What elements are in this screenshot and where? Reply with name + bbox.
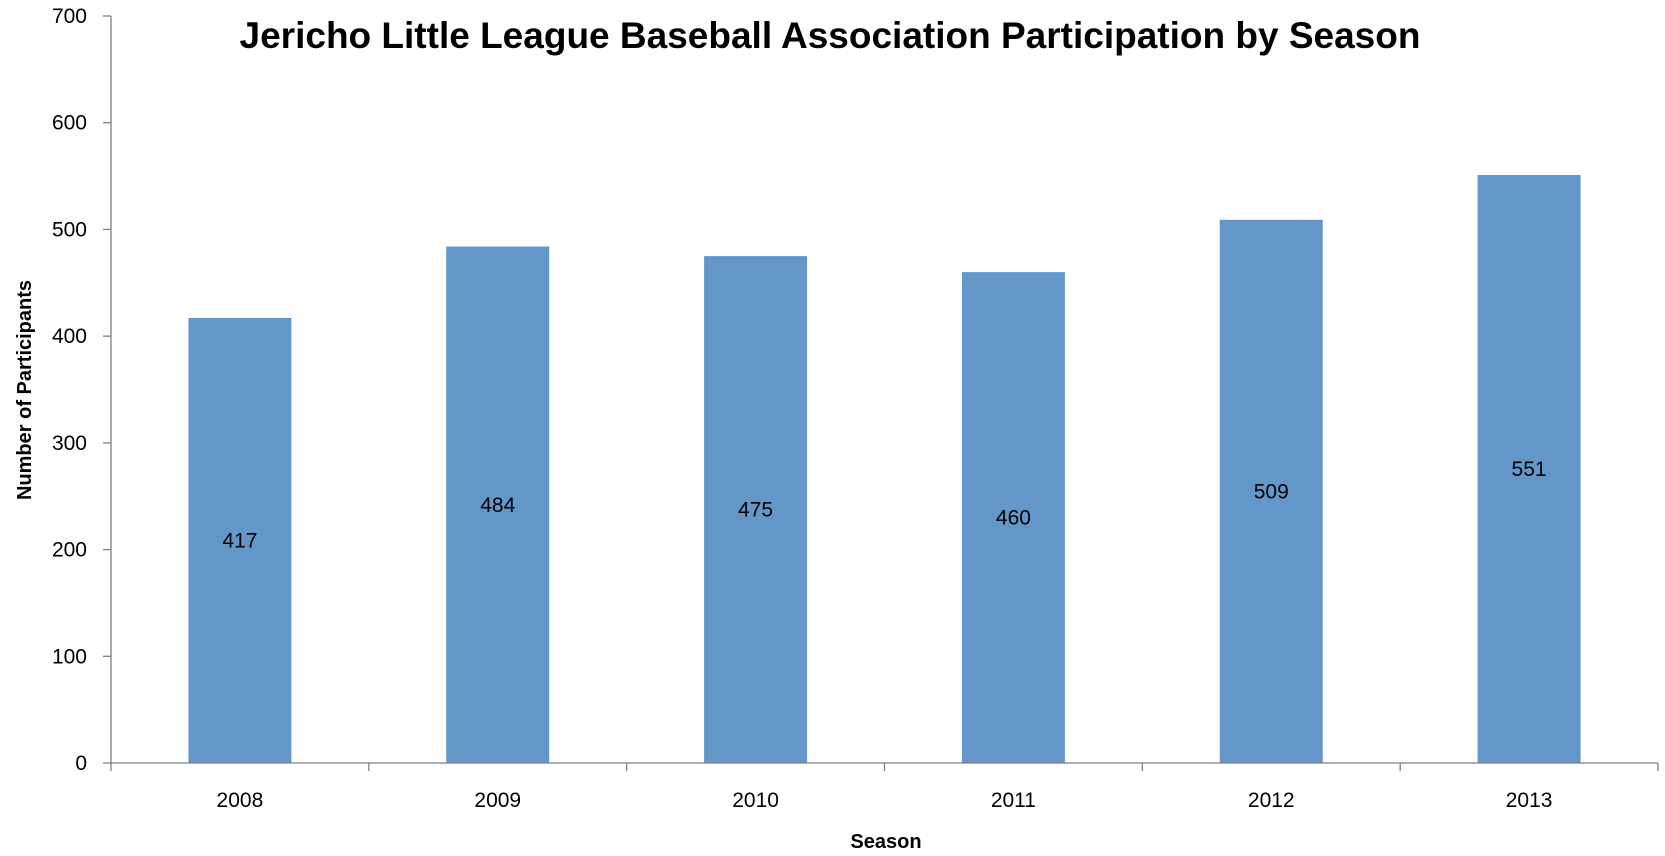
y-ticks: 0 100 200 300 400 500 600 700 — [52, 5, 111, 775]
x-ticks: 2008 2009 2010 2011 2012 2013 — [110, 763, 1659, 812]
data-label-2010: 475 — [738, 499, 773, 522]
x-tick-label: 2012 — [1248, 789, 1295, 812]
y-tick-label: 500 — [52, 218, 87, 241]
y-tick-label: 200 — [52, 539, 87, 562]
bar-2013 — [1477, 175, 1581, 764]
data-label-2012: 509 — [1254, 480, 1289, 503]
y-tick-label: 0 — [75, 752, 87, 775]
y-tick-label: 300 — [52, 432, 87, 455]
data-label-2009: 484 — [480, 494, 515, 517]
y-tick-label: 400 — [52, 325, 87, 348]
bar-2012 — [1219, 219, 1323, 763]
data-label-2013: 551 — [1512, 458, 1547, 481]
axes-layer — [110, 16, 1658, 764]
data-label-2008: 417 — [222, 530, 257, 553]
x-tick-label: 2013 — [1506, 789, 1553, 812]
x-axis-title: Season — [850, 831, 921, 853]
data-label-2011: 460 — [996, 507, 1031, 530]
bar-2008 — [188, 318, 292, 763]
x-tick-label: 2008 — [217, 789, 264, 812]
x-tick-label: 2009 — [474, 789, 521, 812]
y-tick-label: 600 — [52, 112, 87, 135]
y-tick-label: 700 — [52, 5, 87, 28]
chart-title: Jericho Little League Baseball Associati… — [240, 15, 1421, 56]
y-tick-label: 100 — [52, 645, 87, 668]
y-axis-title: Number of Participants — [14, 280, 36, 500]
bars-layer — [188, 175, 1581, 764]
bar-2009 — [446, 246, 550, 763]
bar-2011 — [961, 272, 1065, 763]
x-tick-label: 2010 — [732, 789, 779, 812]
x-tick-label: 2011 — [991, 789, 1036, 812]
bar-2010 — [704, 256, 808, 763]
data-labels: 417 484 475 460 509 551 — [222, 458, 1546, 552]
